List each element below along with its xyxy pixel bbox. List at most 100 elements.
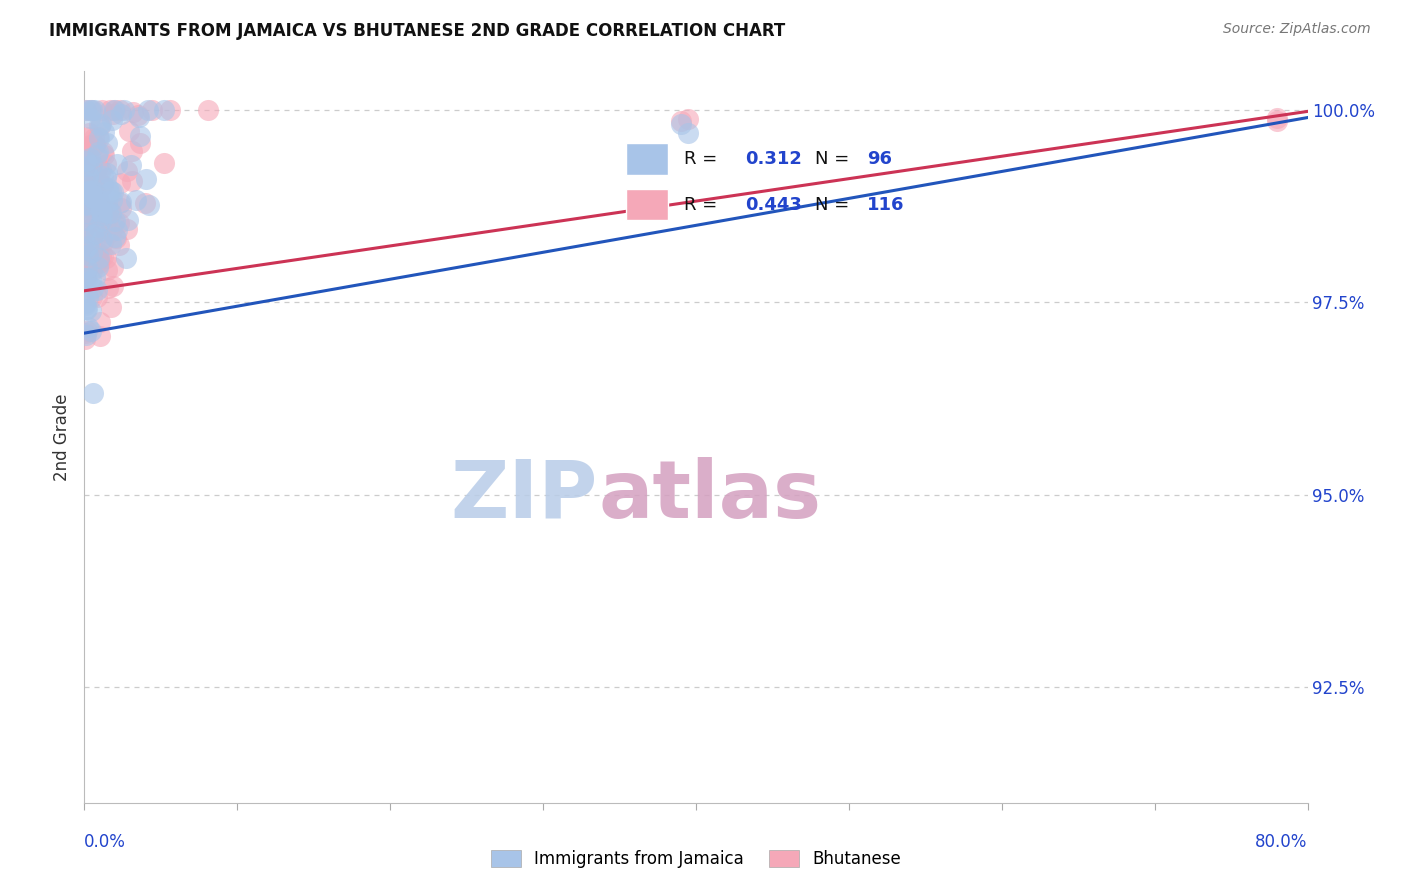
Point [121, 144, 143, 158]
Point [75, 192, 97, 206]
Point [84, 103, 107, 117]
Point [96, 262, 118, 277]
Point [97, 205, 120, 219]
Point [127, 108, 149, 122]
Point [79, 137, 101, 152]
Point [90, 232, 112, 246]
Point [83, 131, 105, 145]
Point [197, 103, 219, 117]
Point [87, 131, 110, 145]
Point [105, 157, 128, 171]
Point [79, 226, 101, 240]
Point [75, 327, 97, 342]
Point [79, 103, 101, 117]
Point [86, 148, 108, 162]
Point [75, 198, 97, 212]
Point [110, 195, 132, 210]
Point [75, 270, 97, 285]
Point [87, 160, 110, 174]
Point [77, 176, 100, 190]
Point [86, 290, 108, 304]
Point [101, 279, 124, 293]
Point [90, 117, 112, 131]
Text: 80.0%: 80.0% [1256, 833, 1308, 851]
Point [79, 247, 101, 261]
Point [79, 111, 101, 125]
Point [96, 251, 118, 265]
Text: Source: ZipAtlas.com: Source: ZipAtlas.com [1223, 22, 1371, 37]
Point [77, 194, 100, 209]
Point [87, 194, 110, 208]
Point [89, 118, 111, 132]
Point [82, 181, 104, 195]
Point [76, 260, 98, 275]
Point [75, 226, 97, 240]
Point [77, 199, 100, 213]
Point [80, 159, 103, 173]
Point [100, 300, 122, 314]
Point [75, 223, 97, 237]
Point [75, 242, 97, 256]
Point [91, 232, 114, 246]
Point [90, 249, 112, 263]
Point [75, 146, 97, 161]
Point [75, 301, 97, 316]
Point [94, 203, 117, 218]
Point [110, 201, 132, 215]
Point [103, 216, 125, 230]
Point [75, 298, 97, 312]
Point [678, 112, 700, 127]
Point [75, 103, 97, 117]
Point [84, 226, 107, 240]
Point [82, 210, 104, 224]
Point [79, 152, 101, 166]
Point [91, 249, 114, 263]
Point [76, 178, 98, 192]
Text: 0.0%: 0.0% [84, 833, 127, 851]
Point [76, 152, 98, 166]
Point [96, 166, 118, 180]
Point [93, 125, 115, 139]
Point [101, 185, 124, 199]
Point [80, 138, 103, 153]
Point [87, 260, 110, 274]
Point [121, 174, 143, 188]
Point [80, 211, 103, 226]
Point [90, 194, 112, 208]
Point [82, 191, 104, 205]
Point [135, 172, 157, 186]
Point [87, 194, 110, 208]
Point [91, 208, 114, 222]
Point [129, 136, 152, 150]
Point [97, 185, 120, 199]
Point [108, 176, 131, 190]
Point [153, 155, 176, 169]
Point [90, 162, 112, 177]
Point [90, 204, 112, 219]
Point [75, 103, 97, 117]
Point [118, 123, 141, 137]
Point [91, 235, 114, 249]
Point [89, 174, 111, 188]
Point [84, 137, 107, 152]
Point [76, 239, 98, 253]
Point [82, 290, 104, 304]
Point [91, 178, 114, 193]
Point [91, 145, 114, 159]
Point [76, 262, 98, 277]
Point [120, 158, 142, 172]
Point [90, 214, 112, 228]
Text: atlas: atlas [598, 457, 821, 534]
Point [84, 196, 107, 211]
Point [75, 296, 97, 310]
Point [84, 214, 107, 228]
Point [80, 103, 103, 117]
Point [76, 196, 98, 211]
Point [86, 254, 108, 268]
Point [83, 270, 105, 285]
Point [100, 103, 122, 117]
Point [125, 194, 148, 208]
Point [82, 263, 104, 277]
Point [77, 168, 100, 182]
Point [117, 213, 139, 227]
